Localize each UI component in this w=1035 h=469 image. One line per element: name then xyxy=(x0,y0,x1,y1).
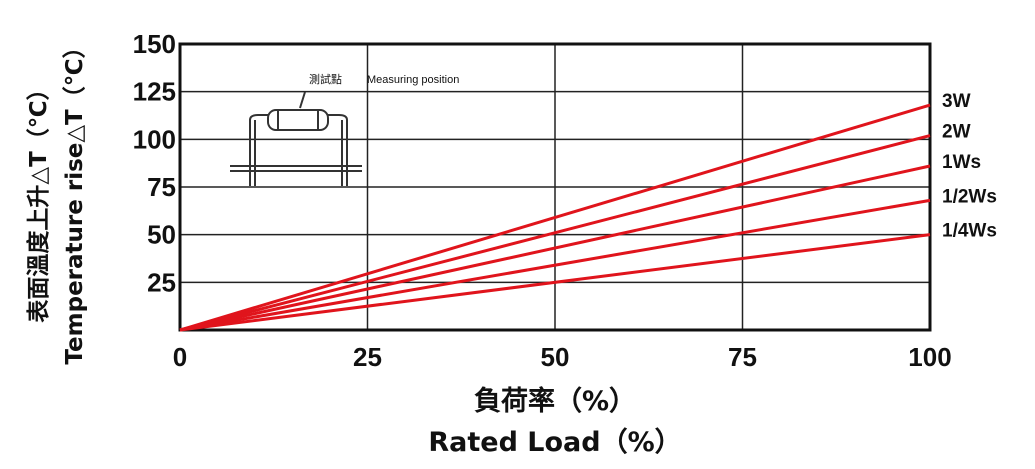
y-tick-label: 50 xyxy=(147,220,176,250)
x-tick-label: 25 xyxy=(353,342,382,372)
x-tick-label: 50 xyxy=(541,342,570,372)
x-tick-labels: 0 25 50 75 100 xyxy=(173,342,952,372)
series-line xyxy=(179,164,931,332)
series-label: 1/4Ws xyxy=(942,221,997,242)
resistor-inset-illustration xyxy=(230,91,362,186)
y-axis-title-cn: 表面溫度上升△T（℃） xyxy=(25,77,52,322)
series-line xyxy=(179,198,931,332)
y-tick-label: 125 xyxy=(133,77,176,107)
y-axis-title: Temperature rise△T（℃） xyxy=(61,35,88,364)
y-tick-label: 100 xyxy=(133,124,176,154)
series-labels: 3W 2W 1Ws 1/2Ws 1/4Ws xyxy=(942,91,997,242)
measuring-position-cn: 測試點 xyxy=(309,72,342,86)
series-label: 1/2Ws xyxy=(942,186,997,207)
grid-lines xyxy=(179,43,931,330)
series-label: 3W xyxy=(942,91,971,112)
series-line xyxy=(179,103,931,332)
plot-frame xyxy=(178,42,932,332)
x-tick-label: 0 xyxy=(173,342,187,372)
series-label: 2W xyxy=(942,122,971,143)
measuring-position-annotation: 測試點 Measuring position xyxy=(309,72,459,86)
x-tick-label: 100 xyxy=(908,342,951,372)
series-line xyxy=(179,233,931,332)
y-tick-label: 25 xyxy=(147,267,176,297)
series-lines xyxy=(179,103,931,332)
series-label: 1Ws xyxy=(942,152,981,173)
x-axis-title: Rated Load（%） xyxy=(428,427,681,458)
y-tick-label: 75 xyxy=(147,172,176,202)
measuring-position-label: Measuring position xyxy=(367,74,459,86)
y-tick-label: 150 xyxy=(133,29,176,59)
y-tick-labels: 25 50 75 100 125 150 xyxy=(133,29,176,297)
x-axis-title-cn: 負荷率（%） xyxy=(474,385,636,417)
x-tick-label: 75 xyxy=(728,342,757,372)
series-line xyxy=(179,134,931,332)
